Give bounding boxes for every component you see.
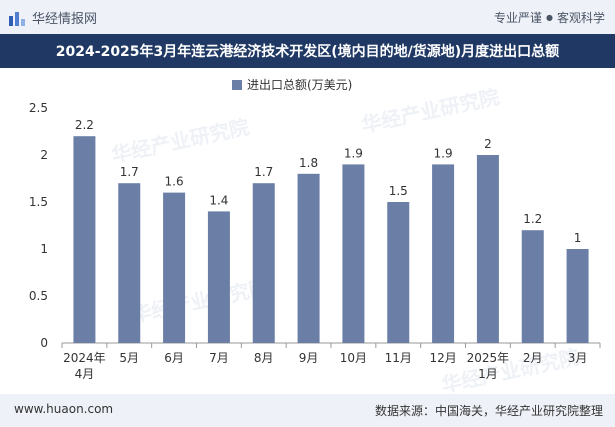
data-label: 1.8 — [299, 156, 318, 170]
x-tick-label: 6月 — [164, 351, 184, 365]
bar — [118, 183, 141, 343]
x-tick-label: 3月 — [568, 351, 588, 365]
bar — [476, 155, 499, 343]
data-label: 1.7 — [120, 165, 139, 179]
x-axis: 2024年 4月 5月 6月 7月 8月 9月 10月 11月 12月 2025年 1月 2月 3月 — [61, 343, 601, 381]
bar — [566, 249, 589, 343]
y-tick-label: 2.5 — [29, 101, 48, 115]
x-tick-label: 5月 — [119, 351, 139, 365]
slogan-right: 客观科学 — [556, 11, 605, 25]
x-tick-label: 2025年 1月 — [467, 351, 510, 381]
bar — [432, 164, 455, 343]
bar — [163, 192, 186, 343]
data-label: 1.2 — [523, 212, 542, 226]
x-tick-label: 10月 — [340, 351, 367, 365]
bar — [73, 136, 96, 343]
bar — [342, 164, 365, 343]
data-label: 1.4 — [209, 193, 228, 207]
top-bar: 华经情报网 专业严谨 ● 客观科学 — [0, 0, 615, 34]
brand-logo-icon — [9, 11, 25, 26]
legend: 进出口总额(万美元) — [232, 76, 352, 93]
footer-source: 数据来源：中国海关，华经产业研究院整理 — [374, 404, 603, 418]
y-tick-label: 0 — [40, 336, 48, 350]
slogan: 专业严谨 ● 客观科学 — [494, 9, 605, 26]
bar — [297, 173, 320, 343]
bar — [207, 211, 230, 343]
slogan-left: 专业严谨 — [493, 11, 542, 25]
x-tick-label: 12月 — [429, 351, 456, 365]
y-tick-label: 1.5 — [29, 195, 48, 209]
legend-label: 进出口总额(万美元) — [247, 78, 353, 92]
chart-title: 2024-2025年3月年连云港经济技术开发区(境内目的地/货源地)月度进出口总… — [55, 44, 560, 60]
x-tick-label: 2024年 4月 — [63, 351, 106, 381]
bars: 2.2 1.7 1.6 1.4 1.7 1.8 1.9 1.5 1.9 2 1.2 1 — [73, 118, 589, 343]
x-tick-label: 11月 — [385, 351, 412, 365]
x-tick-label: 7月 — [209, 351, 229, 365]
bar — [387, 202, 410, 343]
footer: www.huaon.com 数据来源：中国海关，华经产业研究院整理 — [0, 394, 615, 427]
x-tick-label: 9月 — [299, 351, 319, 365]
footer-url[interactable]: www.huaon.com — [14, 402, 114, 416]
data-label: 1.9 — [344, 146, 363, 160]
data-label: 1 — [574, 231, 582, 245]
brand: 华经情报网 — [8, 8, 97, 27]
data-label: 2 — [484, 137, 492, 151]
data-label: 2.2 — [75, 118, 94, 132]
bullet-icon: ● — [546, 13, 553, 22]
y-tick-label: 0.5 — [29, 289, 48, 303]
data-label: 1.5 — [389, 184, 408, 198]
y-tick-label: 2 — [40, 148, 48, 162]
y-tick-label: 1 — [40, 242, 48, 256]
bar — [252, 183, 275, 343]
data-label: 1.6 — [165, 175, 184, 189]
x-tick-label: 2月 — [523, 351, 543, 365]
x-tick-label: 8月 — [254, 351, 274, 365]
bar — [521, 230, 544, 343]
data-label: 1.9 — [434, 146, 453, 160]
title-bar: 2024-2025年3月年连云港经济技术开发区(境内目的地/货源地)月度进出口总… — [0, 34, 615, 68]
legend-swatch — [232, 79, 242, 90]
brand-name: 华经情报网 — [32, 12, 98, 27]
data-label: 1.7 — [254, 165, 273, 179]
